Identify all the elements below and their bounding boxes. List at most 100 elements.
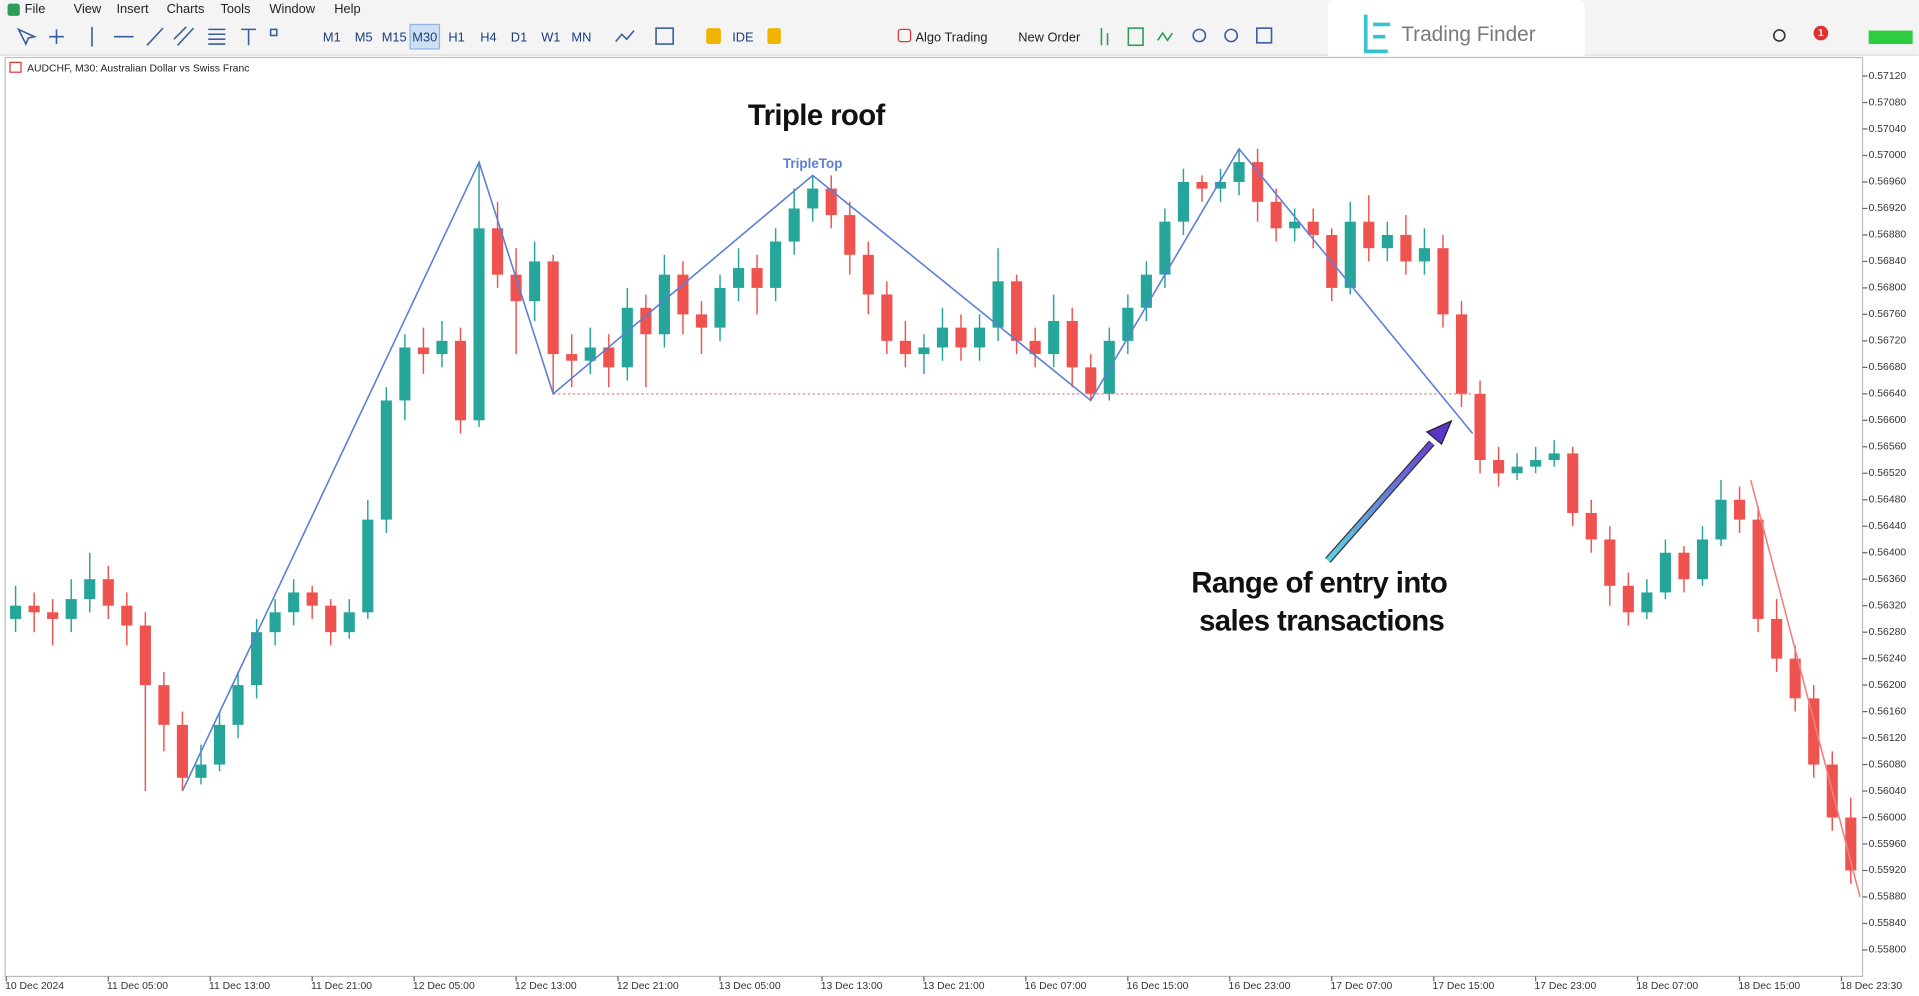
pattern-label: TripleTop — [783, 156, 842, 171]
new-order-button[interactable]: New Order — [1018, 29, 1081, 44]
candle-body — [1307, 221, 1319, 235]
candles-icon[interactable] — [1127, 27, 1144, 47]
candle-body — [825, 188, 837, 216]
menu-item[interactable]: View — [74, 1, 102, 16]
timeframe-button[interactable]: MN — [571, 29, 591, 44]
candle-body — [1344, 221, 1356, 288]
y-tick-label: 0.56280 — [1869, 627, 1907, 638]
menu-item[interactable]: Charts — [167, 1, 205, 16]
x-tick-label: 12 Dec 05:00 — [413, 981, 475, 992]
candle-body — [1103, 340, 1115, 394]
x-tick-label: 18 Dec 15:00 — [1738, 981, 1800, 992]
y-tick-label: 0.56960 — [1869, 177, 1907, 188]
search-icon[interactable] — [1773, 29, 1786, 42]
bars-icon[interactable] — [1100, 28, 1109, 46]
chart-title: AUDCHF, M30: Australian Dollar vs Swiss … — [27, 63, 249, 74]
toolbar — [0, 19, 1919, 56]
timeframe-button[interactable]: D1 — [511, 29, 527, 44]
crosshair-icon[interactable] — [49, 29, 64, 45]
candle-body — [399, 347, 411, 401]
fibo-icon[interactable] — [208, 28, 226, 45]
shapes-icon[interactable] — [269, 28, 278, 37]
candle-body — [881, 294, 893, 341]
algo-trading-button[interactable]: Algo Trading — [915, 29, 987, 44]
notification-count[interactable]: 1 — [1818, 28, 1824, 39]
candle-body — [1493, 460, 1505, 474]
text-icon[interactable] — [241, 28, 256, 46]
candle-body — [325, 605, 337, 633]
candle-body — [1585, 512, 1597, 540]
candle-body — [862, 254, 874, 295]
timeframe-button[interactable]: M5 — [355, 29, 373, 44]
annotation-entry: sales transactions — [1199, 605, 1444, 638]
trendline-icon[interactable] — [146, 27, 164, 46]
zoom-in-icon[interactable] — [1192, 28, 1207, 43]
candle-body — [1474, 393, 1486, 461]
channel-icon[interactable] — [173, 26, 195, 46]
candle-body — [436, 340, 448, 355]
timeframe-button[interactable]: M1 — [323, 29, 341, 44]
candle-body — [139, 625, 151, 686]
candle-body — [269, 612, 281, 633]
candle-body — [176, 724, 188, 778]
candle-body — [102, 579, 114, 606]
candle-body — [584, 347, 596, 361]
candle-body — [1678, 552, 1690, 580]
candle-body — [1252, 162, 1264, 202]
candle-body — [621, 307, 633, 368]
candle-body — [1548, 453, 1560, 461]
menu-item[interactable]: Tools — [220, 1, 250, 16]
logo-mark — [1363, 14, 1391, 54]
timeframe-button[interactable]: M15 — [382, 29, 407, 44]
candle-body — [807, 188, 819, 209]
menu-item[interactable]: File — [25, 1, 46, 16]
menu-item[interactable]: Help — [334, 1, 360, 16]
candle-body — [510, 274, 522, 302]
ide-button[interactable]: IDE — [732, 29, 753, 44]
connection-bar — [1868, 30, 1913, 45]
candle-body — [547, 261, 559, 355]
candle-body — [1029, 340, 1041, 355]
grid-icon[interactable] — [1256, 27, 1273, 44]
timeframe-button[interactable]: H1 — [448, 29, 464, 44]
candle-body — [751, 268, 763, 288]
candle-body — [362, 519, 374, 613]
y-tick-label: 0.56160 — [1869, 706, 1907, 717]
candle-body — [1400, 234, 1412, 262]
y-tick-label: 0.56920 — [1869, 203, 1907, 214]
x-tick-label: 11 Dec 21:00 — [311, 981, 372, 992]
market-icon[interactable] — [706, 28, 721, 45]
chart-type-icon[interactable] — [615, 30, 635, 43]
template-icon[interactable] — [655, 27, 674, 45]
candle-body — [695, 314, 708, 328]
candle-body — [1567, 453, 1579, 513]
y-tick-label: 0.56720 — [1869, 336, 1907, 347]
menu-item[interactable]: Window — [269, 1, 315, 16]
y-tick-label: 0.56760 — [1869, 309, 1907, 320]
candle-body — [918, 347, 930, 355]
zoom-out-icon[interactable] — [1224, 28, 1239, 43]
candle-body — [1381, 234, 1393, 249]
timeframe-button[interactable]: W1 — [541, 29, 560, 44]
candle-body — [47, 612, 59, 619]
menu-item[interactable]: Insert — [116, 1, 149, 16]
line-icon[interactable] — [1157, 31, 1174, 42]
candle-body — [899, 340, 911, 355]
algo-icon[interactable] — [897, 28, 912, 43]
logo-panel: Trading Finder — [1327, 0, 1585, 64]
cursor-icon[interactable] — [16, 27, 38, 46]
y-tick-label: 0.56240 — [1869, 653, 1907, 664]
y-tick-label: 0.56400 — [1869, 547, 1907, 558]
candle-body — [1233, 162, 1245, 182]
annotation-title: Triple roof — [748, 99, 886, 132]
candle-body — [1011, 281, 1023, 341]
candle-body — [844, 215, 856, 255]
timeframe-button[interactable]: M30 — [412, 29, 437, 44]
candle-body — [1622, 585, 1634, 613]
timeframe-button[interactable]: H4 — [480, 29, 496, 44]
candle-body — [992, 281, 1004, 328]
candle-body — [1363, 221, 1375, 249]
candle-body — [1734, 499, 1746, 520]
vps-icon[interactable] — [767, 28, 781, 45]
